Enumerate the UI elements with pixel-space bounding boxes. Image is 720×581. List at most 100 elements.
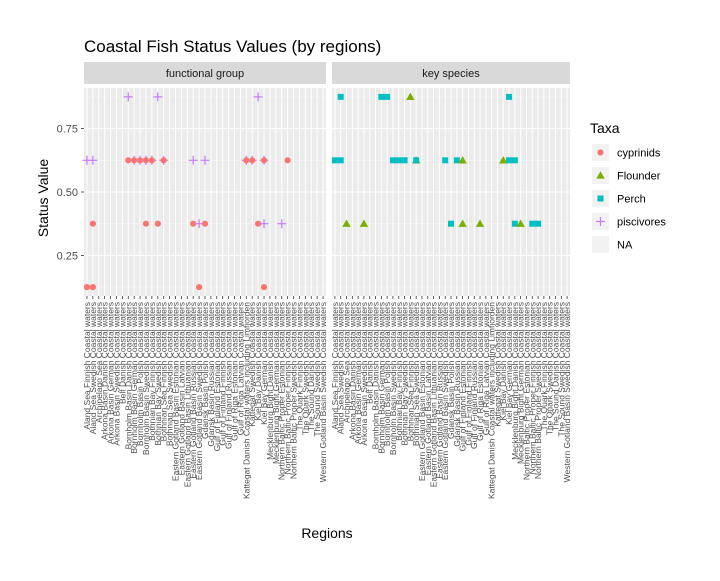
x-tick-label: Kattegat Swedish Coastal waters	[492, 302, 502, 427]
x-tick-label: Mecklenburg Bight German Coastal waters	[516, 302, 526, 464]
data-point	[413, 157, 420, 164]
facet-strip	[84, 62, 326, 84]
x-tick-label: Gulf of Riga Estonian Coastal waters	[475, 302, 485, 441]
legend-label: Perch	[617, 194, 646, 206]
x-tick-label: Gulf of Finland Russian Coastal waters	[469, 302, 479, 449]
panels-layer: functional group Aland Sea Finnish Coasta…	[57, 62, 572, 499]
facet-panel: functional group Aland Sea Finnish Coasta…	[57, 62, 328, 499]
x-tick-label: Bornholm Basin Swedish Coastal waters	[388, 302, 398, 455]
x-tick-label: The Sound Danish Coastal waters	[550, 302, 560, 431]
data-point	[284, 157, 291, 164]
legend: cyprinids Flounder Perch piscivores NA	[592, 144, 666, 253]
x-tick-label: Bothnian Sea Swedish Coastal waters	[411, 302, 421, 446]
x-tick-label: Northern Baltic Proper Swedish Coastal w…	[533, 302, 543, 479]
x-tick-label: Bothnian Sea Finnish Coastal waters	[405, 302, 415, 441]
data-point	[89, 284, 96, 291]
x-tick-label: Kiel Bay German Coastal waters	[259, 302, 269, 425]
x-tick-label: Belt Danish Coastal waters	[365, 302, 375, 404]
x-tick-label: Eastern Gotland Basin Swedish Coastal wa…	[440, 302, 450, 480]
data-point	[200, 155, 210, 165]
data-point	[123, 92, 133, 102]
x-tick-label: Bothnian Bay Swedish Coastal waters	[153, 302, 163, 446]
legend-key	[592, 236, 609, 253]
x-tick-label: Bornholm Basin Danish Coastal waters	[371, 302, 381, 449]
data-point	[153, 92, 163, 102]
x-tick-label: Eastern Gotland Basin Latvian Coastal wa…	[423, 302, 433, 475]
x-tick-label: Western Gotland Basin Swedish Coastal wa…	[562, 302, 572, 482]
x-tick-label: Aland Sea Swedish Coastal waters	[336, 302, 346, 434]
x-tick-label: Bornholm Basin German Coastal waters	[129, 302, 139, 454]
x-tick-label: Northern Baltic Proper Estonian Coastal …	[277, 302, 287, 480]
x-tick-label: Archipelago Sea Coastal waters	[94, 302, 104, 423]
data-point	[401, 157, 408, 164]
legend-marker	[597, 149, 604, 156]
x-tick-label: Bornholm Basin Polish Coastal waters	[382, 302, 392, 446]
legend-item: Perch	[592, 190, 646, 207]
legend-label: piscivores	[617, 217, 666, 229]
x-tick-label: Mecklenburg Bight Danish Coastal waters	[510, 302, 520, 460]
x-tick-label: Aland Sea Finnish Coastal waters	[82, 302, 92, 430]
data-point	[160, 157, 167, 164]
legend-title: Taxa	[590, 120, 620, 136]
x-tick-label: Kiel Bay German Coastal waters	[504, 302, 514, 425]
x-tick-label: Bornholm Basin Danish Coastal waters	[123, 302, 133, 449]
x-tick-label: Northern Baltic Proper Estonian Coastal …	[521, 302, 531, 480]
y-tick-label: 0.25	[57, 250, 78, 262]
data-point	[190, 220, 197, 227]
data-point	[406, 92, 415, 101]
x-tick-label: Kattegat Danish Coastal waters including…	[487, 302, 497, 499]
x-tick-label: Aland Sea Swedish Coastal waters	[88, 302, 98, 434]
data-point	[453, 157, 460, 164]
x-tick-label: Arkona Basin Swedish Coastal waters	[111, 302, 121, 446]
data-point	[83, 284, 91, 291]
data-point	[337, 93, 344, 100]
x-tick-label: The Sound Swedish Coastal waters	[312, 302, 322, 437]
x-tick-label: Kattegat Swedish Coastal waters	[247, 302, 257, 427]
x-tick-label: Eastern Gotland Basin Russian Coastal wa…	[188, 302, 198, 479]
x-tick-label: Arkona Basin German Coastal waters	[353, 302, 363, 444]
x-tick-label: Bothnian Bay Swedish Coastal waters	[400, 302, 410, 446]
x-tick-label: Bothnian Bay Finnish Coastal waters	[394, 302, 404, 441]
x-tick-label: Archipelago Sea Coastal waters	[342, 302, 352, 423]
x-tick-label: Arkona Basin Danish Coastal waters	[100, 302, 110, 440]
x-tick-label: The Quark Finnish Coastal waters	[294, 302, 304, 431]
data-point	[458, 156, 467, 164]
data-point	[342, 219, 351, 227]
data-point	[131, 157, 138, 164]
data-point	[384, 93, 391, 100]
x-tick-label: Western Gotland Basin Swedish Coastal wa…	[318, 302, 328, 482]
data-point	[89, 220, 96, 227]
facet-strip-label: functional group	[166, 68, 244, 80]
data-point	[331, 157, 338, 164]
data-point	[243, 157, 250, 164]
data-point	[195, 284, 203, 291]
x-tick-label: Gulf of Riga Latvian Coastal waters	[481, 302, 491, 435]
data-point	[448, 220, 454, 227]
x-tick-label: The Sound Danish Coastal waters	[306, 302, 316, 431]
legend-item: piscivores	[592, 213, 666, 230]
data-point	[136, 157, 144, 164]
data-point	[253, 92, 263, 102]
x-tick-label: Gulf of Finland Estonian Coastal waters	[212, 302, 222, 451]
data-point	[389, 157, 396, 164]
y-axis-label: Status Value	[35, 159, 51, 238]
data-point	[378, 93, 385, 100]
x-tick-label: The Sound Swedish Coastal waters	[556, 302, 566, 437]
legend-item: Flounder	[592, 167, 661, 184]
x-tick-label: Bornholm Basin Swedish Coastal waters	[141, 302, 151, 455]
data-point	[277, 219, 287, 229]
data-point	[516, 219, 525, 227]
x-tick-label: Gulf of Riga Estonian Coastal waters	[230, 302, 240, 441]
data-point	[142, 220, 150, 227]
x-tick-label: Eastern Gotland Basin Estonian Coastal w…	[170, 302, 180, 481]
data-point	[337, 157, 344, 164]
x-tick-label: Gulf of Finland Finnish Coastal waters	[463, 302, 473, 446]
legend-label: Flounder	[617, 171, 661, 183]
x-tick-label: Gulf of Finland Russian Coastal waters	[224, 302, 234, 449]
x-tick-label: Northern Baltic Proper Finnish Coastal w…	[527, 302, 537, 474]
facet-strip-label: key species	[422, 68, 480, 80]
x-tick-label: Eastern Gotland Basin Russian Coastal wa…	[434, 302, 444, 479]
x-tick-label: Gulf of Finland Estonian Coastal waters	[458, 302, 468, 451]
